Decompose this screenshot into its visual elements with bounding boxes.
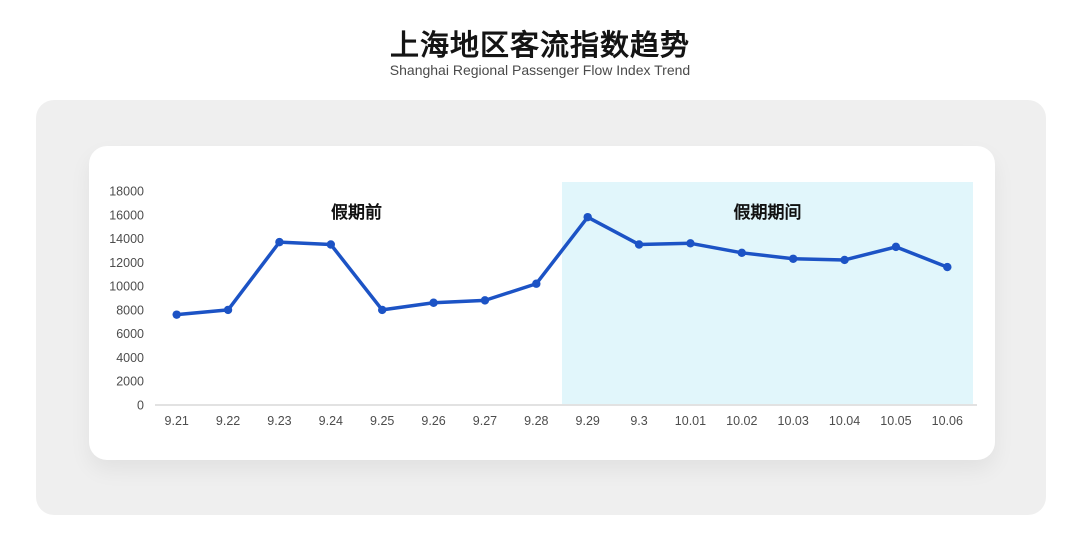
y-tick-label: 18000 xyxy=(109,185,144,199)
x-tick-label: 10.01 xyxy=(675,414,706,428)
data-point xyxy=(532,279,541,288)
data-point xyxy=(634,240,644,249)
x-tick-label: 10.03 xyxy=(778,414,809,428)
x-tick-label: 9.21 xyxy=(165,414,189,428)
data-point xyxy=(583,212,592,222)
page-title: 上海地区客流指数趋势 xyxy=(389,30,690,62)
y-tick-label: 8000 xyxy=(116,303,144,317)
y-tick-label: 4000 xyxy=(116,351,144,365)
x-tick-label: 10.06 xyxy=(932,414,963,428)
x-tick-label: 9.24 xyxy=(319,414,343,428)
data-point xyxy=(788,254,798,263)
region-label-pre-holiday: 假期前 xyxy=(331,202,382,222)
x-tick-label: 9.26 xyxy=(421,414,445,428)
x-tick-label: 9.27 xyxy=(473,414,497,428)
chart-card: 0 2000 4000 6000 8000 10000 12000 14000 16000 180… xyxy=(89,146,995,460)
y-tick-label: 14000 xyxy=(109,232,144,246)
flow-index-line xyxy=(174,215,950,317)
data-point xyxy=(943,262,952,272)
y-tick-label: 6000 xyxy=(116,327,144,341)
page-subtitle: Shanghai Regional Passenger Flow Index T… xyxy=(389,62,691,78)
data-point xyxy=(891,242,901,252)
data-point xyxy=(840,255,849,265)
region-label-holiday-period: 假期期间 xyxy=(734,202,802,222)
data-point xyxy=(377,305,387,315)
chart-panel: 0 2000 4000 6000 8000 10000 12000 14000 16000 180… xyxy=(36,100,1046,515)
data-point xyxy=(326,240,336,249)
x-tick-label: 9.23 xyxy=(267,414,291,428)
x-tick-label: 10.05 xyxy=(880,414,911,428)
x-tick-label: 9.29 xyxy=(576,414,600,428)
y-tick-label: 16000 xyxy=(109,208,144,222)
data-point xyxy=(737,248,747,258)
data-point xyxy=(429,298,438,307)
y-tick-label: 0 xyxy=(137,399,144,413)
data-point xyxy=(275,237,284,247)
x-tick-label: 10.04 xyxy=(829,414,860,428)
data-point xyxy=(172,310,181,319)
x-tick-label: 9.28 xyxy=(524,414,548,428)
data-point xyxy=(686,239,695,248)
x-tick-label: 9.25 xyxy=(370,414,394,428)
passenger-flow-line-chart: 0 2000 4000 6000 8000 10000 12000 14000 16000 180… xyxy=(109,182,977,428)
x-tick-label: 10.02 xyxy=(726,414,757,428)
y-tick-label: 12000 xyxy=(109,256,144,270)
holiday-region-band xyxy=(562,182,973,404)
x-tick-label: 9.22 xyxy=(216,414,240,428)
x-tick-label: 9.3 xyxy=(630,414,647,428)
data-point xyxy=(223,305,233,315)
data-point xyxy=(480,296,490,305)
y-tick-label: 10000 xyxy=(109,280,144,294)
y-tick-label: 2000 xyxy=(116,375,144,389)
